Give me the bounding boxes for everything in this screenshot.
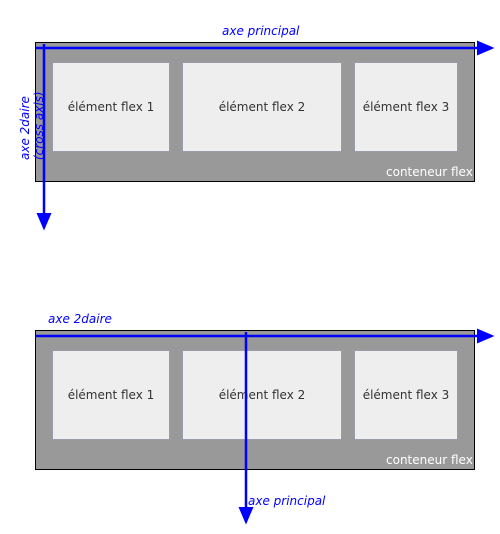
flex-item-bottom-1: élément flex 1 — [52, 350, 170, 440]
flex-item-label: élément flex 3 — [363, 100, 450, 114]
main-axis-label-bottom: axe principal — [248, 494, 325, 508]
flex-item-bottom-2: élément flex 2 — [182, 350, 342, 440]
container-caption-bottom: conteneur flex — [386, 453, 473, 467]
flex-item-label: élément flex 2 — [219, 100, 306, 114]
flex-item-label: élément flex 1 — [68, 100, 155, 114]
flex-item-label: élément flex 1 — [68, 388, 155, 402]
flex-item-top-1: élément flex 1 — [52, 62, 170, 152]
main-axis-label-top: axe principal — [222, 24, 299, 38]
cross-axis-label-top: axe 2daire (cross axis) — [18, 91, 46, 160]
flex-item-top-3: élément flex 3 — [354, 62, 458, 152]
cross-axis-sub: (cross axis) — [32, 91, 46, 160]
container-caption-top: conteneur flex — [386, 165, 473, 179]
cross-axis-text: axe 2daire — [18, 96, 32, 160]
flex-item-top-2: élément flex 2 — [182, 62, 342, 152]
flex-item-label: élément flex 3 — [363, 388, 450, 402]
flex-item-bottom-3: élément flex 3 — [354, 350, 458, 440]
diagram-root: conteneur flex élément flex 1 élément fl… — [0, 0, 500, 534]
flex-item-label: élément flex 2 — [219, 388, 306, 402]
cross-axis-label-bottom: axe 2daire — [48, 312, 112, 326]
